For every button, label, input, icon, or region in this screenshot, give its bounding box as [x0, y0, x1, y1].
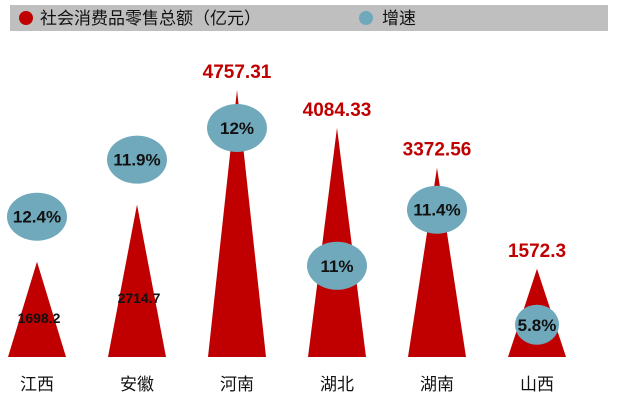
x-tick-label-shanxi: 山西 — [520, 375, 554, 395]
growth-label-jiangxi: 12.4% — [13, 208, 61, 227]
legend-label-retail: 社会消费品零售总额（亿元） — [40, 9, 261, 29]
growth-label-henan: 12% — [220, 119, 254, 138]
growth-marker-jiangxi — [7, 192, 67, 241]
growth-marker-hubei — [307, 241, 367, 290]
growth-marker-shanxi — [515, 304, 559, 345]
x-tick-label-anhui: 安徽 — [120, 375, 154, 395]
value-label-jiangxi: 1698.2 — [18, 310, 61, 326]
growth-label-shanxi: 5.8% — [518, 316, 557, 335]
value-label-anhui: 2714.7 — [118, 290, 161, 306]
value-label-hubei: 4084.33 — [303, 100, 372, 121]
x-tick-label-hubei: 湖北 — [320, 375, 354, 395]
growth-label-hunan: 11.4% — [413, 201, 460, 220]
x-tick-label-hunan: 湖南 — [420, 375, 454, 395]
legend-swatch-retail — [19, 11, 33, 25]
growth-marker-hunan — [407, 185, 467, 234]
value-label-shanxi: 1572.3 — [508, 241, 566, 262]
growth-label-hubei: 11% — [320, 257, 353, 276]
chart-marks: 12.4% 1698.2 江西 11.9% 2714.7 安徽 12% 4757.31 河南 11… — [7, 62, 566, 395]
legend-swatch-growth — [359, 11, 373, 25]
bar-hunan — [408, 167, 466, 357]
x-tick-label-jiangxi: 江西 — [20, 375, 54, 395]
value-label-hunan: 3372.56 — [403, 140, 472, 161]
bar-henan — [208, 90, 266, 357]
growth-label-anhui: 11.9% — [113, 151, 160, 170]
growth-marker-henan — [207, 104, 267, 152]
x-tick-label-henan: 河南 — [220, 375, 254, 395]
legend-background — [10, 5, 608, 31]
growth-marker-anhui — [107, 135, 167, 184]
bar-jiangxi — [8, 261, 66, 357]
bar-anhui — [108, 204, 166, 357]
value-label-henan: 4757.31 — [203, 62, 272, 83]
legend-label-growth: 增速 — [382, 9, 416, 29]
